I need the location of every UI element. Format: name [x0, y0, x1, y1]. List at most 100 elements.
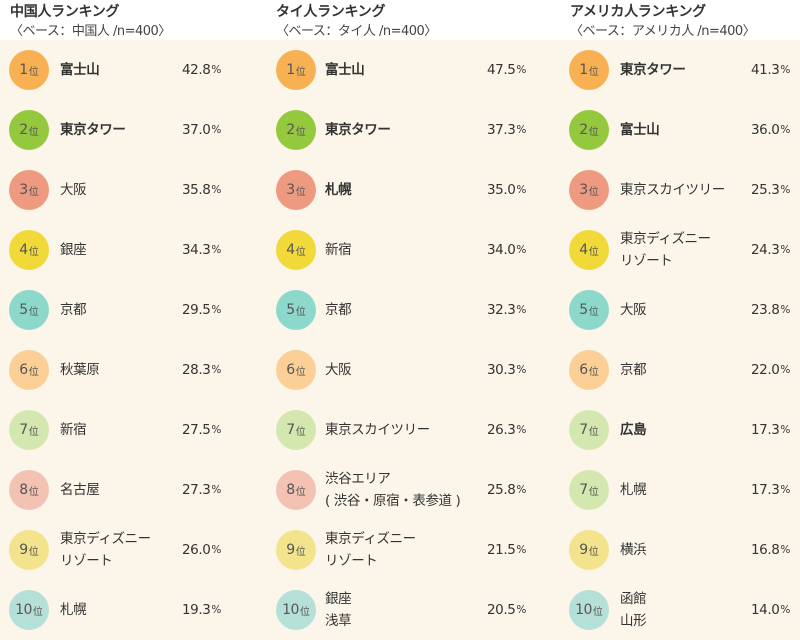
- percent-number: 23.8: [750, 302, 780, 318]
- percent-value: 32.3%: [487, 280, 526, 340]
- rank-suffix: 位: [28, 126, 39, 138]
- percent-value: 26.3%: [487, 400, 526, 460]
- percent-number: 14.0: [750, 602, 780, 618]
- percent-unit: %: [780, 124, 790, 136]
- rank-number: 4: [286, 242, 295, 258]
- ranking-row: 4 位東京ディズニー リゾート 24.3%: [560, 220, 800, 280]
- place-name: 東京ディズニー リゾート: [325, 531, 416, 569]
- ranking-row: 10 位札幌 19.3%: [0, 580, 264, 640]
- percent-unit: %: [211, 184, 221, 196]
- place-name: 富士山: [325, 62, 365, 78]
- percent-number: 17.3: [750, 482, 780, 498]
- percent-number: 16.8: [750, 542, 780, 558]
- ranking-row: 8 位名古屋 27.3%: [0, 460, 264, 520]
- ranking-row: 9 位横浜 16.8%: [560, 520, 800, 580]
- ranking-row: 2 位東京タワー 37.0%: [0, 100, 264, 160]
- percent-unit: %: [211, 304, 221, 316]
- place-name: 東京ディズニー リゾート: [620, 231, 711, 269]
- rank-suffix: 位: [299, 606, 310, 618]
- ranking-column-usa: アメリカ人ランキング 〈ベース：アメリカ人 /n=400〉 1 位東京タワー 41.…: [560, 0, 800, 640]
- percent-number: 24.3: [750, 242, 780, 258]
- percent-value: 35.8%: [182, 160, 221, 220]
- percent-number: 47.5: [486, 62, 516, 78]
- percent-value: 36.0%: [751, 100, 790, 160]
- rank-number: 7: [579, 482, 588, 498]
- percent-value: 35.0%: [487, 160, 526, 220]
- percent-number: 27.5: [181, 422, 211, 438]
- place-name: 富士山: [620, 122, 660, 138]
- percent-unit: %: [516, 124, 526, 136]
- ranking-row: 7 位東京スカイツリー 26.3%: [264, 400, 560, 460]
- rank-number: 5: [286, 302, 295, 318]
- ranking-row: 3 位東京スカイツリー 25.3%: [560, 160, 800, 220]
- percent-number: 36.0: [750, 122, 780, 138]
- rank-suffix: 位: [588, 426, 599, 438]
- percent-unit: %: [211, 364, 221, 376]
- ranking-row: 9 位東京ディズニー リゾート 26.0%: [0, 520, 264, 580]
- rank-number: 3: [286, 182, 295, 198]
- rank-suffix: 位: [295, 306, 306, 318]
- percent-unit: %: [516, 484, 526, 496]
- rank-number: 9: [19, 542, 28, 558]
- rank-number: 2: [579, 122, 588, 138]
- percent-number: 37.0: [181, 122, 211, 138]
- percent-value: 25.3%: [751, 160, 790, 220]
- column-header: 中国人ランキング 〈ベース：中国人 /n=400〉: [0, 0, 264, 40]
- rank-number: 4: [19, 242, 28, 258]
- place-name: 富士山: [60, 62, 100, 78]
- percent-value: 26.0%: [182, 520, 221, 580]
- percent-number: 35.0: [486, 182, 516, 198]
- place-name: 大阪: [60, 182, 87, 198]
- percent-value: 27.3%: [182, 460, 221, 520]
- place-name: 東京タワー: [325, 122, 391, 138]
- ranking-row: 7 位広島 17.3%: [560, 400, 800, 460]
- percent-unit: %: [211, 604, 221, 616]
- percent-value: 16.8%: [751, 520, 790, 580]
- percent-unit: %: [516, 364, 526, 376]
- percent-unit: %: [516, 424, 526, 436]
- percent-value: 37.3%: [487, 100, 526, 160]
- column-subtitle: 〈ベース：中国人 /n=400〉: [10, 24, 171, 39]
- place-name: 京都: [60, 302, 87, 318]
- column-header: タイ人ランキング 〈ベース：タイ人 /n=400〉: [264, 0, 560, 40]
- percent-value: 17.3%: [751, 400, 790, 460]
- percent-unit: %: [780, 304, 790, 316]
- place-name: 札幌: [620, 482, 647, 498]
- rank-number: 4: [579, 242, 588, 258]
- rank-number: 8: [19, 482, 28, 498]
- percent-unit: %: [780, 184, 790, 196]
- rank-number: 10: [15, 602, 32, 618]
- rank-suffix: 位: [295, 426, 306, 438]
- percent-unit: %: [780, 244, 790, 256]
- rank-suffix: 位: [588, 546, 599, 558]
- percent-number: 22.0: [750, 362, 780, 378]
- rank-number: 9: [579, 542, 588, 558]
- place-name: 東京タワー: [60, 122, 126, 138]
- rank-number: 9: [286, 542, 295, 558]
- percent-number: 19.3: [181, 602, 211, 618]
- percent-value: 20.5%: [487, 580, 526, 640]
- rank-suffix: 位: [295, 186, 306, 198]
- ranking-row: 1 位東京タワー 41.3%: [560, 40, 800, 100]
- rank-suffix: 位: [295, 366, 306, 378]
- percent-unit: %: [211, 424, 221, 436]
- rank-number: 1: [286, 62, 295, 78]
- ranking-column-thailand: タイ人ランキング 〈ベース：タイ人 /n=400〉 1 位富士山 47.5% 2 位東京…: [264, 0, 560, 640]
- rank-number: 5: [579, 302, 588, 318]
- place-name: 新宿: [325, 242, 352, 258]
- place-name: 広島: [620, 422, 647, 438]
- rank-number: 7: [19, 422, 28, 438]
- ranking-row: 5 位京都 29.5%: [0, 280, 264, 340]
- rank-number: 2: [19, 122, 28, 138]
